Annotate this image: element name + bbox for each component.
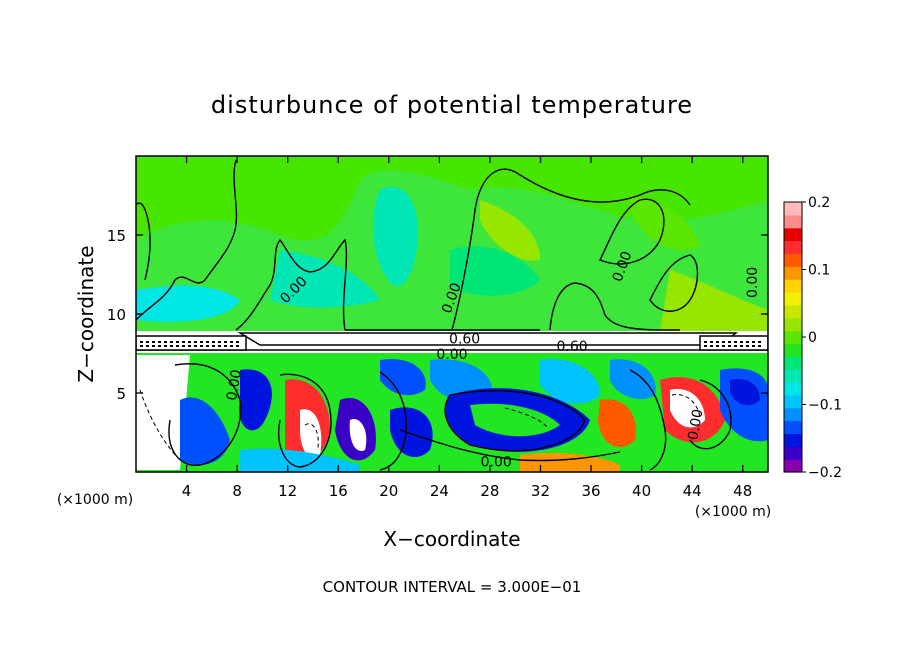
colorbar-swatch xyxy=(784,433,802,447)
colorbar-tick-label: −0.1 xyxy=(808,398,842,414)
colorbar: −0.2 −0.1 0 0.1 0.2 xyxy=(783,195,842,481)
y-tick-label: 5 xyxy=(116,385,126,403)
colorbar-swatch xyxy=(784,279,802,293)
colorbar-swatch xyxy=(784,227,802,242)
y-tick-label: 10 xyxy=(107,306,126,324)
contour-interval-note: CONTOUR INTERVAL = 3.000E−01 xyxy=(323,578,582,596)
colorbar-ticks: −0.2 −0.1 0 0.1 0.2 xyxy=(802,195,842,481)
colorbar-swatch xyxy=(784,420,802,435)
x-axis-label: X−coordinate xyxy=(383,527,520,551)
colorbar-swatch xyxy=(784,382,802,396)
colorbar-swatch xyxy=(784,407,802,422)
x-tick-label: 12 xyxy=(278,482,297,500)
colorbar-swatch xyxy=(784,240,802,255)
x-axis-unit-left: (×1000 m) xyxy=(57,492,133,508)
x-axis-ticks: 4 8 12 16 20 24 28 32 36 40 44 48 xyxy=(182,156,752,500)
colorbar-swatch xyxy=(784,214,802,229)
colorbar-swatch xyxy=(784,343,802,357)
contour-label: 0.00 xyxy=(481,455,512,471)
colorbar-tick-label: 0 xyxy=(808,330,817,346)
x-tick-label: 16 xyxy=(329,482,348,500)
x-tick-label: 28 xyxy=(480,482,499,500)
colorbar-tick-label: −0.2 xyxy=(808,465,842,481)
colorbar-swatch xyxy=(784,292,802,306)
colorbar-swatches xyxy=(784,202,802,473)
contour-lines-dashed xyxy=(139,389,701,461)
colorbar-swatch xyxy=(784,317,802,332)
x-axis-unit-right: (×1000 m) xyxy=(695,504,771,520)
contour-label: 0.00 xyxy=(224,368,245,401)
x-tick-label: 48 xyxy=(733,482,752,500)
colorbar-tick-label: 0.2 xyxy=(808,195,830,211)
x-tick-label: 40 xyxy=(632,482,651,500)
chart-title: disturbunce of potential temperature xyxy=(211,91,693,119)
contour-label: 0.00 xyxy=(745,267,761,298)
colorbar-tick-label: 0.1 xyxy=(808,263,830,279)
heatmap-field xyxy=(136,156,768,472)
x-tick-label: 8 xyxy=(232,482,242,500)
colorbar-swatch xyxy=(784,330,802,345)
plot-area: 0.00 0.000.00 0.000.600.00 0.600.000.000.00 xyxy=(136,156,768,472)
y-tick-label: 15 xyxy=(107,227,126,245)
x-tick-label: 24 xyxy=(430,482,449,500)
colorbar-swatch xyxy=(784,202,802,216)
y-axis-label: Z−coordinate xyxy=(74,245,98,382)
y-axis-ticks: 5 10 15 xyxy=(107,227,768,403)
x-tick-label: 36 xyxy=(581,482,600,500)
colorbar-swatch xyxy=(784,446,802,460)
x-tick-label: 20 xyxy=(379,482,398,500)
contour-label: 0.00 xyxy=(436,347,467,363)
x-tick-label: 32 xyxy=(531,482,550,500)
contour-label: 0.60 xyxy=(556,339,587,355)
terrain-barrier-left xyxy=(136,335,247,351)
terrain-barrier-right xyxy=(699,335,768,351)
colorbar-swatch xyxy=(784,459,802,473)
x-tick-label: 44 xyxy=(683,482,702,500)
colorbar-swatch xyxy=(784,369,802,383)
contour-label: 0.00 xyxy=(685,408,706,441)
colorbar-swatch xyxy=(784,304,802,319)
colorbar-swatch xyxy=(784,266,802,280)
colorbar-swatch xyxy=(784,253,802,267)
contour-label: 0.60 xyxy=(449,331,480,347)
colorbar-swatch xyxy=(784,394,802,409)
x-tick-label: 4 xyxy=(182,482,192,500)
colorbar-swatch xyxy=(784,356,802,370)
